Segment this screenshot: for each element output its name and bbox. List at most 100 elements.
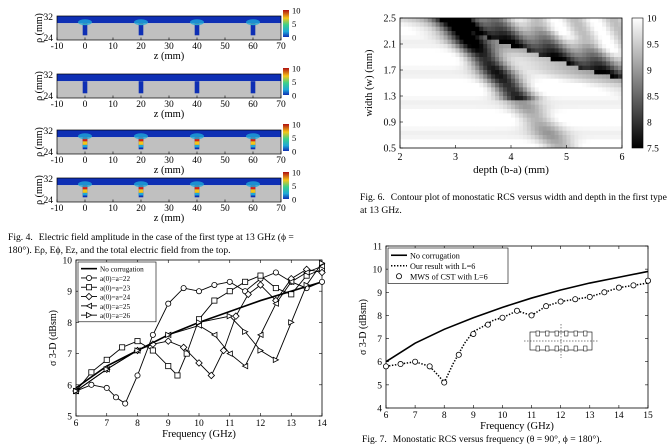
- heatmap-cell: [411, 52, 417, 58]
- heatmap-cell: [499, 26, 504, 32]
- heatmap-cell: [483, 113, 488, 119]
- heatmap-cell: [400, 96, 405, 101]
- x-tick-label: 0: [83, 204, 88, 214]
- heatmap-cell: [594, 143, 599, 149]
- y-tick-label: 10: [63, 257, 73, 267]
- heatmap-cell: [606, 126, 611, 132]
- heatmap-cell: [582, 65, 587, 71]
- heatmap-cell: [443, 104, 448, 110]
- groove-cool-spot: [250, 192, 256, 196]
- heatmap-cell: [503, 74, 508, 80]
- heatmap-cell: [582, 78, 587, 84]
- heatmap-cell: [590, 18, 595, 23]
- inset-groove: [554, 330, 559, 337]
- legend-marker: [86, 284, 93, 291]
- heatmap-cell: [423, 100, 429, 106]
- heatmap-cell: [507, 48, 512, 54]
- heatmap-cell: [415, 143, 421, 149]
- heatmap-cell: [427, 135, 433, 140]
- heatmap-cell: [423, 22, 429, 28]
- heatmap-cell: [514, 39, 520, 45]
- heatmap-cell: [578, 74, 583, 80]
- heatmap-cell: [590, 57, 595, 62]
- heatmap-cell: [507, 61, 512, 67]
- heatmap-cell: [467, 91, 472, 97]
- colorbar-tick-label: 5: [292, 19, 296, 29]
- heatmap-cell: [475, 61, 480, 67]
- data-point: [211, 281, 218, 288]
- heatmap-cell: [511, 18, 516, 23]
- heatmap-cell: [507, 39, 512, 45]
- heatmap-cell: [574, 31, 579, 36]
- data-point: [288, 291, 295, 298]
- heatmap-cell: [578, 117, 583, 123]
- heatmap-cell: [443, 48, 448, 54]
- data-point: [207, 371, 216, 380]
- heatmap-cell: [618, 104, 623, 110]
- heatmap-cell: [451, 100, 456, 106]
- heatmap-cell: [423, 31, 429, 36]
- heatmap-cell: [590, 78, 595, 84]
- heatmap-cell: [610, 35, 615, 41]
- heatmap-cell: [518, 109, 524, 114]
- heatmap-cell: [435, 126, 441, 132]
- heatmap-cell: [415, 104, 421, 110]
- heatmap-cell: [538, 70, 544, 75]
- heatmap-cell: [614, 22, 619, 28]
- heatmap-cell: [447, 87, 452, 93]
- heatmap-cell: [610, 48, 615, 54]
- heatmap-cell: [566, 57, 571, 62]
- heatmap-cell: [427, 70, 433, 75]
- heatmap-cell: [475, 109, 480, 114]
- heatmap-cell: [459, 70, 464, 75]
- heatmap-cell: [582, 113, 587, 119]
- heatmap-cell: [475, 117, 480, 123]
- data-point: [149, 340, 157, 349]
- caption-label: Fig. 6.: [360, 192, 385, 203]
- heatmap-cell: [499, 87, 504, 93]
- legend-label: a(0)=a=22: [100, 275, 130, 283]
- heatmap-cell: [582, 74, 587, 80]
- heatmap-cell: [586, 31, 591, 36]
- heatmap-cell: [419, 122, 425, 127]
- heatmap-cell: [518, 113, 524, 119]
- heatmap-cell: [574, 52, 579, 58]
- heatmap-cell: [439, 122, 445, 127]
- groove: [138, 23, 144, 36]
- heatmap-cell: [471, 100, 476, 106]
- heatmap-cell: [471, 39, 476, 45]
- series-2: [73, 266, 325, 395]
- heatmap-cell: [618, 74, 623, 80]
- heatmap-cell: [503, 22, 508, 28]
- heatmap-cell: [435, 83, 441, 88]
- groove-hot-spot: [250, 137, 256, 142]
- heatmap-cell: [439, 39, 445, 45]
- heatmap-cell: [578, 96, 583, 101]
- heatmap-cell: [423, 57, 429, 62]
- heatmap-cell: [503, 117, 508, 123]
- heatmap-cell: [558, 74, 563, 80]
- heatmap-cell: [435, 135, 441, 140]
- heatmap-cell: [487, 18, 492, 23]
- heatmap-cell: [522, 52, 528, 58]
- heatmap-cell: [471, 96, 476, 101]
- heatmap-cell: [534, 26, 540, 32]
- heatmap-cell: [471, 83, 476, 88]
- heatmap-cell: [503, 91, 508, 97]
- heatmap-cell: [491, 65, 496, 71]
- heatmap-cell: [522, 143, 528, 149]
- heatmap-cell: [455, 26, 460, 32]
- x-tick-label: 10: [108, 42, 118, 52]
- heatmap-cell: [546, 91, 552, 97]
- heatmap-cell: [586, 139, 591, 145]
- y-tick-label: 7: [377, 335, 382, 345]
- legend-marker: [85, 292, 93, 301]
- field-glow: [78, 133, 92, 140]
- heatmap-cell: [479, 113, 484, 119]
- heatmap-cell: [534, 35, 540, 41]
- heatmap-cell: [479, 18, 484, 23]
- heatmap-cell: [558, 26, 563, 32]
- heatmap-cell: [439, 18, 445, 23]
- data-point: [272, 269, 279, 276]
- heatmap-cell: [550, 48, 556, 54]
